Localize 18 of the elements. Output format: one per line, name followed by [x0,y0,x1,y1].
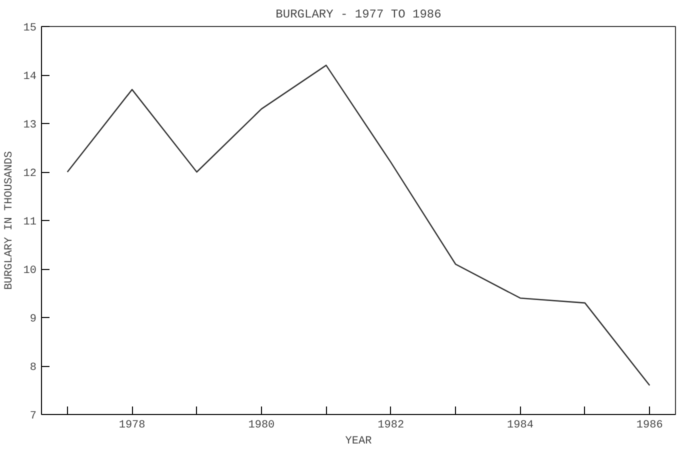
y-tick-label: 9 [30,314,37,326]
chart-title: BURGLARY - 1977 TO 1986 [276,8,442,22]
y-tick-label: 12 [23,168,36,180]
line-series [66,64,650,386]
x-tick-label: 1986 [636,420,663,432]
x-axis-title: YEAR [345,436,372,448]
x-tick-label: 1980 [248,420,275,432]
y-tick-label: 15 [23,22,36,34]
y-tick-label: 7 [30,410,37,422]
y-tick-label: 11 [23,216,37,228]
x-tick-label: 1982 [378,420,404,432]
x-tick-label: 1984 [507,420,534,432]
y-tick-label: 10 [23,265,36,277]
y-tick-label: 14 [23,71,37,83]
y-tick-label: 8 [30,362,37,374]
y-tick-label: 13 [23,120,36,132]
y-axis-title: BURGLARY IN THOUSANDS [3,150,16,290]
x-tick-label: 1978 [118,420,146,432]
